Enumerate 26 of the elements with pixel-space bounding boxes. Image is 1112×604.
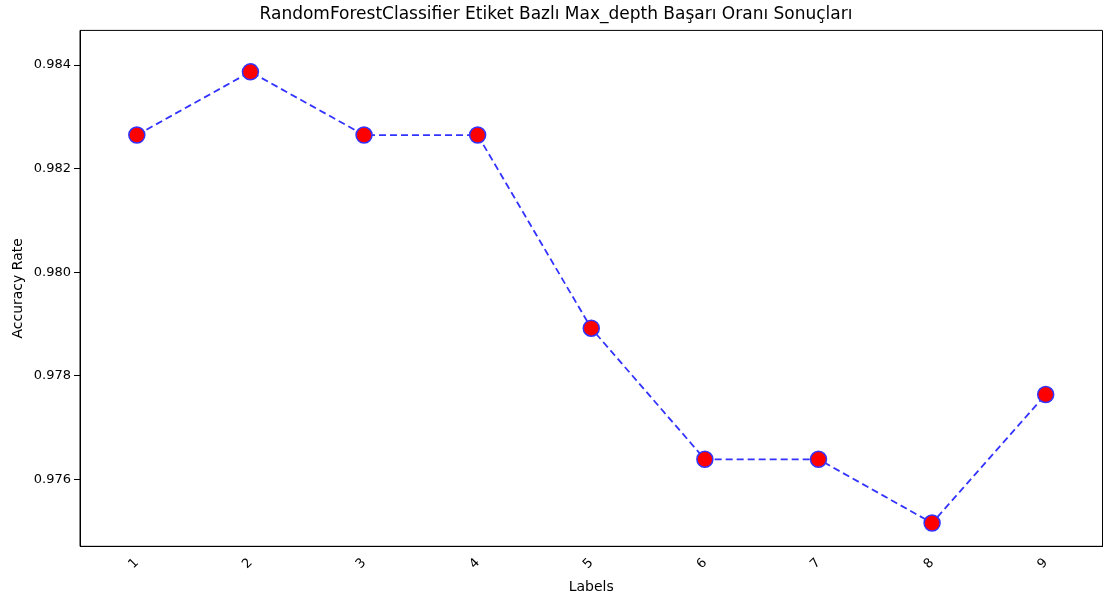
point: [128, 126, 146, 144]
x-tick-label: 6: [692, 554, 710, 572]
point: [923, 514, 941, 532]
x-tick-label: 4: [465, 554, 483, 572]
y-axis-title: Accuracy Rate: [9, 238, 26, 339]
x-tick-label: 9: [1033, 554, 1051, 572]
point: [468, 126, 487, 144]
x-tick-label: 3: [352, 554, 369, 572]
point: [241, 63, 260, 81]
point: [1036, 385, 1055, 404]
x-axis-title: Labels: [568, 578, 614, 595]
x-tick-label: 8: [920, 554, 937, 572]
x-tick-label: 1: [124, 554, 142, 572]
point: [696, 450, 714, 469]
y-tick-label: 0.976: [33, 470, 72, 486]
x-tick-label: 7: [806, 554, 823, 572]
y-tick-label: 0.982: [33, 160, 72, 176]
x-tick-label: 5: [579, 554, 596, 572]
point: [355, 126, 373, 144]
y-tick-label: 0.984: [33, 56, 72, 72]
point: [809, 450, 828, 469]
point: [582, 319, 601, 337]
y-tick-label: 0.978: [33, 367, 72, 383]
x-tick-label: 2: [238, 554, 255, 572]
y-tick-label: 0.980: [33, 263, 72, 279]
chart-title: RandomForestClassifier Etiket Bazlı Max_depth Başarı Oranı Sonuçları: [259, 2, 853, 24]
